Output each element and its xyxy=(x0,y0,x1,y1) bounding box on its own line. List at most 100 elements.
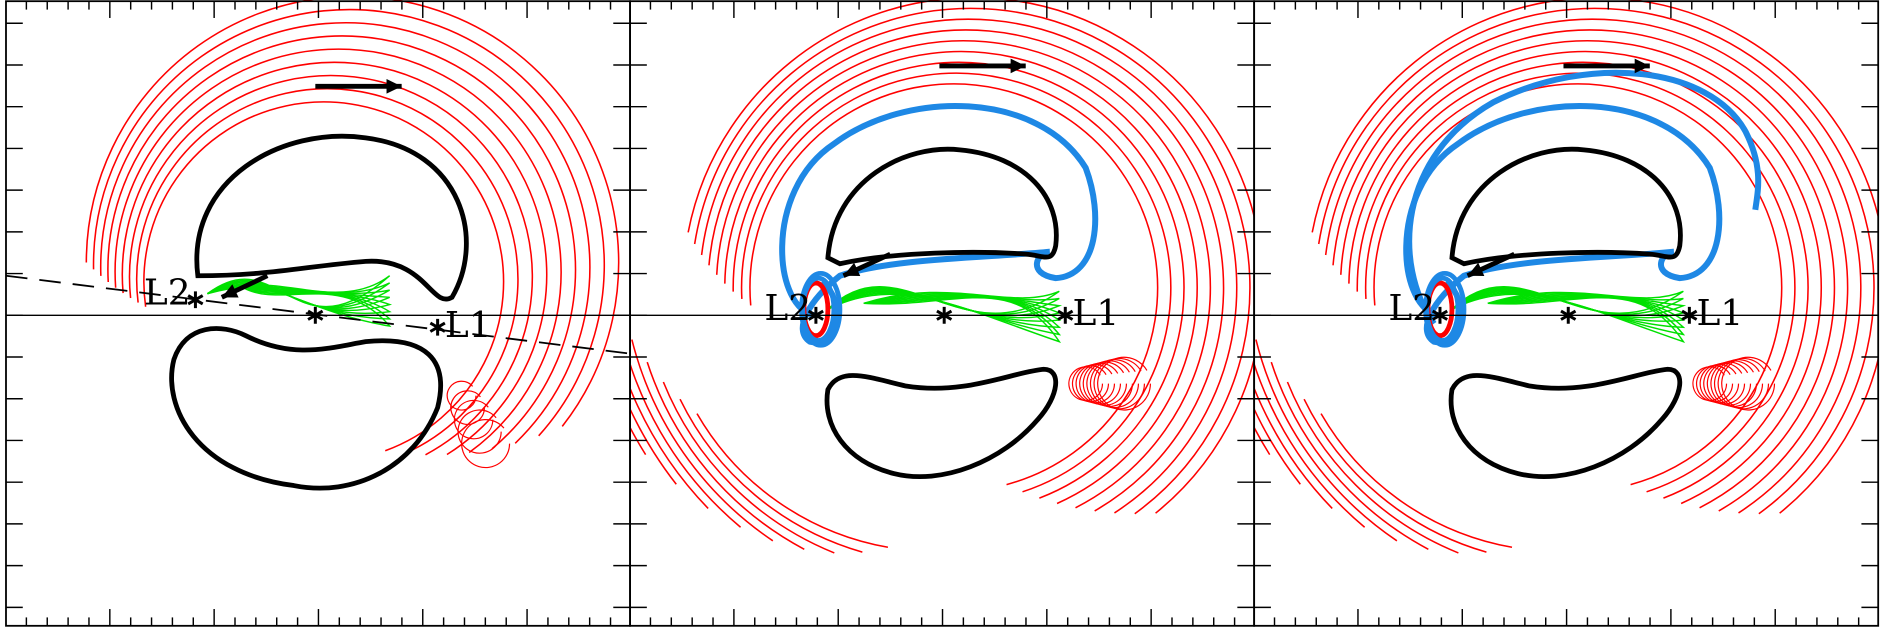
trajectory xyxy=(827,291,1062,329)
trajectory xyxy=(715,40,1212,509)
trajectory xyxy=(446,380,477,411)
lagrange-point xyxy=(807,306,824,324)
trajectory xyxy=(1451,291,1686,329)
trajectory xyxy=(143,101,505,452)
trajectory xyxy=(693,7,1251,515)
trajectory xyxy=(1255,339,1398,542)
lagrange-point xyxy=(1431,306,1448,324)
trajectory xyxy=(827,292,1062,336)
arrow-head xyxy=(1467,262,1485,277)
trajectory xyxy=(630,386,709,510)
lagrange-point xyxy=(187,291,204,309)
lagrange-point xyxy=(936,306,953,324)
trajectory xyxy=(85,0,620,427)
trajectory xyxy=(107,35,577,450)
arrow-head xyxy=(843,262,861,277)
trajectory xyxy=(827,288,1063,317)
trajectory xyxy=(135,87,519,455)
trajectory xyxy=(207,285,392,320)
trajectory xyxy=(1423,270,1467,348)
lagrange-point xyxy=(1681,306,1698,324)
arrow-head xyxy=(221,284,239,298)
trajectory xyxy=(1082,361,1128,406)
plot-area xyxy=(630,0,1255,554)
roche-lobe xyxy=(1448,366,1683,479)
panel: L2 L1 xyxy=(5,0,631,627)
trajectory xyxy=(1254,386,1333,510)
roche-lobe xyxy=(825,146,1059,267)
trajectory xyxy=(1706,361,1752,406)
trajectory xyxy=(1721,356,1776,411)
trajectory xyxy=(732,61,1185,499)
trajectory xyxy=(1710,360,1758,408)
trajectory xyxy=(631,339,774,542)
trajectory xyxy=(1332,29,1849,512)
trajectory xyxy=(453,399,494,440)
trajectory xyxy=(92,8,606,437)
trajectory xyxy=(207,286,392,328)
trajectory xyxy=(708,29,1225,512)
panel: L2 L1 xyxy=(1253,0,1880,627)
trajectory xyxy=(1340,40,1836,509)
trajectory xyxy=(1356,61,1809,499)
trajectory xyxy=(1320,413,1513,549)
trajectory xyxy=(114,48,562,454)
trajectory xyxy=(630,406,677,485)
trajectory xyxy=(749,83,1159,486)
arrow-head xyxy=(386,79,402,94)
trajectory xyxy=(1286,381,1459,554)
point-label: L2 xyxy=(1388,288,1435,329)
trajectory xyxy=(1086,360,1134,408)
trajectory xyxy=(1451,286,1684,314)
arrow-head xyxy=(1010,58,1026,74)
lagrange-point xyxy=(1057,306,1074,324)
trajectory xyxy=(121,61,548,456)
roche-lobe xyxy=(1449,146,1683,267)
roche-lobe xyxy=(824,366,1059,479)
trajectory xyxy=(1451,292,1686,336)
trajectory xyxy=(662,381,835,554)
trajectory xyxy=(827,293,1062,344)
point-label: L1 xyxy=(445,305,492,346)
point-label: L1 xyxy=(1697,293,1744,334)
trajectory xyxy=(1373,83,1783,486)
trajectory xyxy=(1714,359,1764,409)
trajectory xyxy=(1451,288,1687,317)
trajectory xyxy=(1406,69,1762,326)
roche-lobe xyxy=(169,326,444,491)
arrow-head xyxy=(1634,58,1650,74)
trajectory xyxy=(1451,293,1686,344)
trajectory xyxy=(1270,361,1429,550)
point-label: L2 xyxy=(764,288,811,329)
trajectory xyxy=(1348,50,1823,505)
trajectory xyxy=(450,390,485,425)
point-label: L2 xyxy=(144,272,191,313)
trajectory xyxy=(99,22,591,444)
trajectory xyxy=(1303,398,1487,553)
trajectory xyxy=(687,0,1255,514)
trajectory xyxy=(1717,357,1770,410)
trajectory xyxy=(1254,406,1301,485)
panel: L2 L1 xyxy=(629,0,1256,627)
trajectory xyxy=(461,419,511,469)
trajectory xyxy=(128,74,534,456)
plot-area xyxy=(1254,0,1879,554)
point-label: L1 xyxy=(1072,293,1119,334)
lagrange-point xyxy=(307,306,324,324)
trajectory xyxy=(827,287,1060,315)
trajectory xyxy=(1451,287,1684,315)
trajectory xyxy=(696,413,889,549)
trajectory xyxy=(1324,18,1862,514)
plot-area xyxy=(5,0,631,491)
trajectory xyxy=(827,286,1060,314)
trajectory xyxy=(1317,7,1875,515)
trajectory xyxy=(679,398,863,553)
lagrange-point xyxy=(1560,306,1577,324)
roche-lobe xyxy=(194,133,469,302)
lagrange-point xyxy=(429,318,446,336)
trajectory xyxy=(1093,357,1146,410)
trajectory xyxy=(1254,361,1366,528)
trajectory xyxy=(457,409,502,454)
